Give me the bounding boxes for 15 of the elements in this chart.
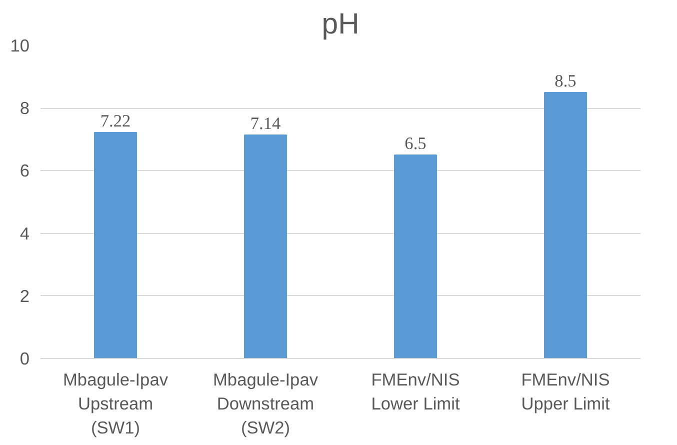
y-tick-label: 0 bbox=[20, 348, 30, 368]
y-tick-label: 10 bbox=[10, 36, 30, 56]
data-label: 8.5 bbox=[554, 71, 576, 90]
y-tick-label: 8 bbox=[20, 98, 30, 118]
chart-title: pH bbox=[322, 8, 360, 40]
x-tick-label: Mbagule-Ipav Downstream (SW2) bbox=[213, 370, 318, 438]
y-tick-label: 2 bbox=[20, 286, 30, 306]
y-tick-label: 4 bbox=[20, 223, 30, 244]
data-label: 6.5 bbox=[404, 134, 426, 154]
x-tick-label: Mbagule-Ipav Upstream (SW1) bbox=[63, 370, 168, 438]
data-label: 7.22 bbox=[100, 112, 131, 131]
x-tick-label: FMEnv/NIS Upper Limit bbox=[521, 370, 610, 414]
y-tick-label: 6 bbox=[20, 160, 30, 181]
data-label: 7.14 bbox=[250, 114, 281, 134]
x-tick-label: FMEnv/NIS Lower Limit bbox=[371, 370, 460, 414]
